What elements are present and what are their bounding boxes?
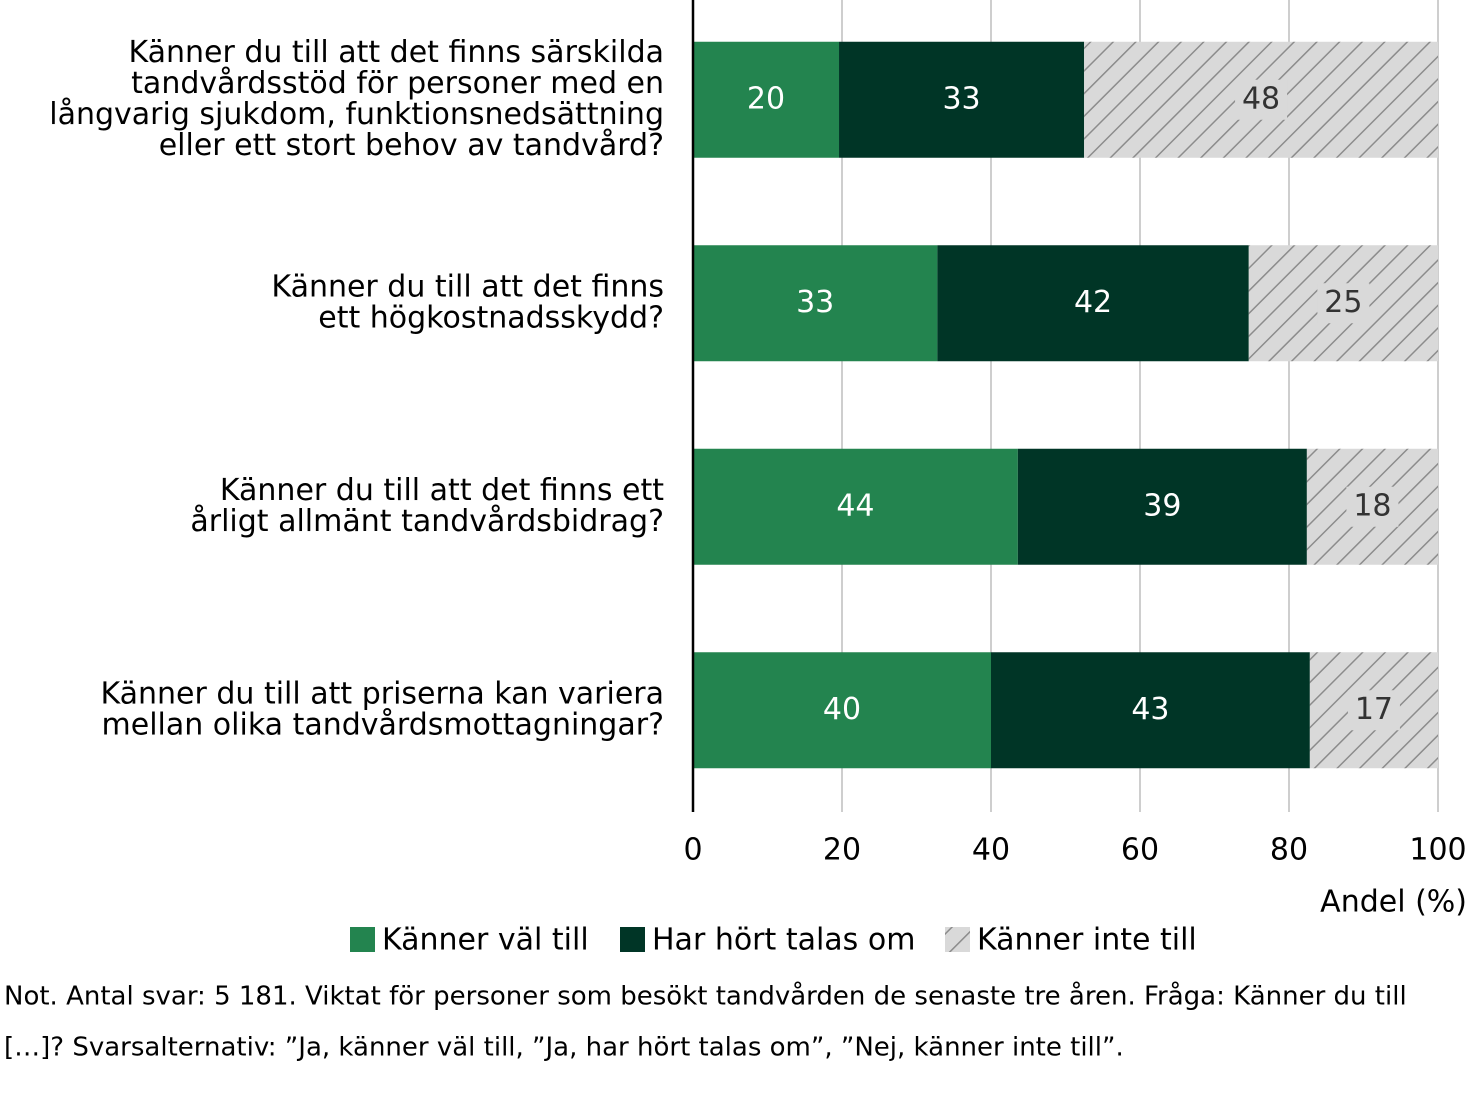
category-label: Känner du till att priserna kan variera <box>100 676 664 711</box>
x-tick-label: 80 <box>1270 833 1308 868</box>
category-label: årligt allmänt tandvårdsbidrag? <box>190 504 664 539</box>
value-label: 18 <box>1353 488 1391 523</box>
label-background <box>1346 486 1399 527</box>
note: Not. Antal svar: 5 181. Viktat för perso… <box>4 981 1407 1012</box>
label-background <box>1235 79 1288 120</box>
x-tick-label: 100 <box>1409 833 1466 868</box>
legend-swatch <box>350 927 375 952</box>
value-label: 33 <box>942 81 980 116</box>
value-label: 48 <box>1242 81 1280 116</box>
category-label: Känner du till att det finns <box>271 269 664 304</box>
legend-label: Har hört talas om <box>652 923 915 958</box>
label-background <box>1317 283 1370 324</box>
value-label: 20 <box>747 81 785 116</box>
x-tick-label: 0 <box>683 833 702 868</box>
bar-segment <box>693 245 938 362</box>
category-label: långvarig sjukdom, funktionsnedsättning <box>49 97 664 132</box>
bar-segment <box>1017 448 1307 565</box>
category-label: eller ett stort behov av tandvård? <box>159 128 664 163</box>
x-axis-label: Andel (%) <box>1320 885 1467 920</box>
value-label: 42 <box>1074 285 1112 320</box>
value-label: 25 <box>1324 285 1362 320</box>
x-tick-label: 20 <box>823 833 861 868</box>
bar-segment <box>991 652 1310 769</box>
value-label: 43 <box>1131 692 1169 727</box>
label-background <box>1347 690 1400 731</box>
value-label: 33 <box>796 285 834 320</box>
legend-swatch <box>945 927 970 952</box>
category-label: Känner du till att det finns ett <box>220 473 664 508</box>
legend-label: Känner inte till <box>977 923 1197 958</box>
bar-segment <box>693 448 1018 565</box>
bar-segment <box>693 41 840 158</box>
category-label: tandvårdsstöd för personer med en <box>131 66 664 101</box>
value-label: 40 <box>823 692 861 727</box>
bar-segment <box>937 245 1249 362</box>
value-label: 39 <box>1143 488 1181 523</box>
legend-swatch <box>620 927 645 952</box>
value-label: 17 <box>1355 692 1393 727</box>
category-label: mellan olika tandvårdsmottagningar? <box>102 707 664 742</box>
bar-segment <box>693 652 991 769</box>
category-label: ett högkostnadsskydd? <box>318 300 664 335</box>
legend-label: Känner väl till <box>382 923 589 958</box>
category-label: Känner du till att det finns särskilda <box>128 35 664 70</box>
note: […]? Svarsalternativ: ”Ja, känner väl ti… <box>4 1033 1124 1063</box>
x-tick-label: 40 <box>972 833 1010 868</box>
bar-segment <box>839 41 1085 158</box>
value-label: 44 <box>836 488 874 523</box>
x-tick-label: 60 <box>1121 833 1159 868</box>
